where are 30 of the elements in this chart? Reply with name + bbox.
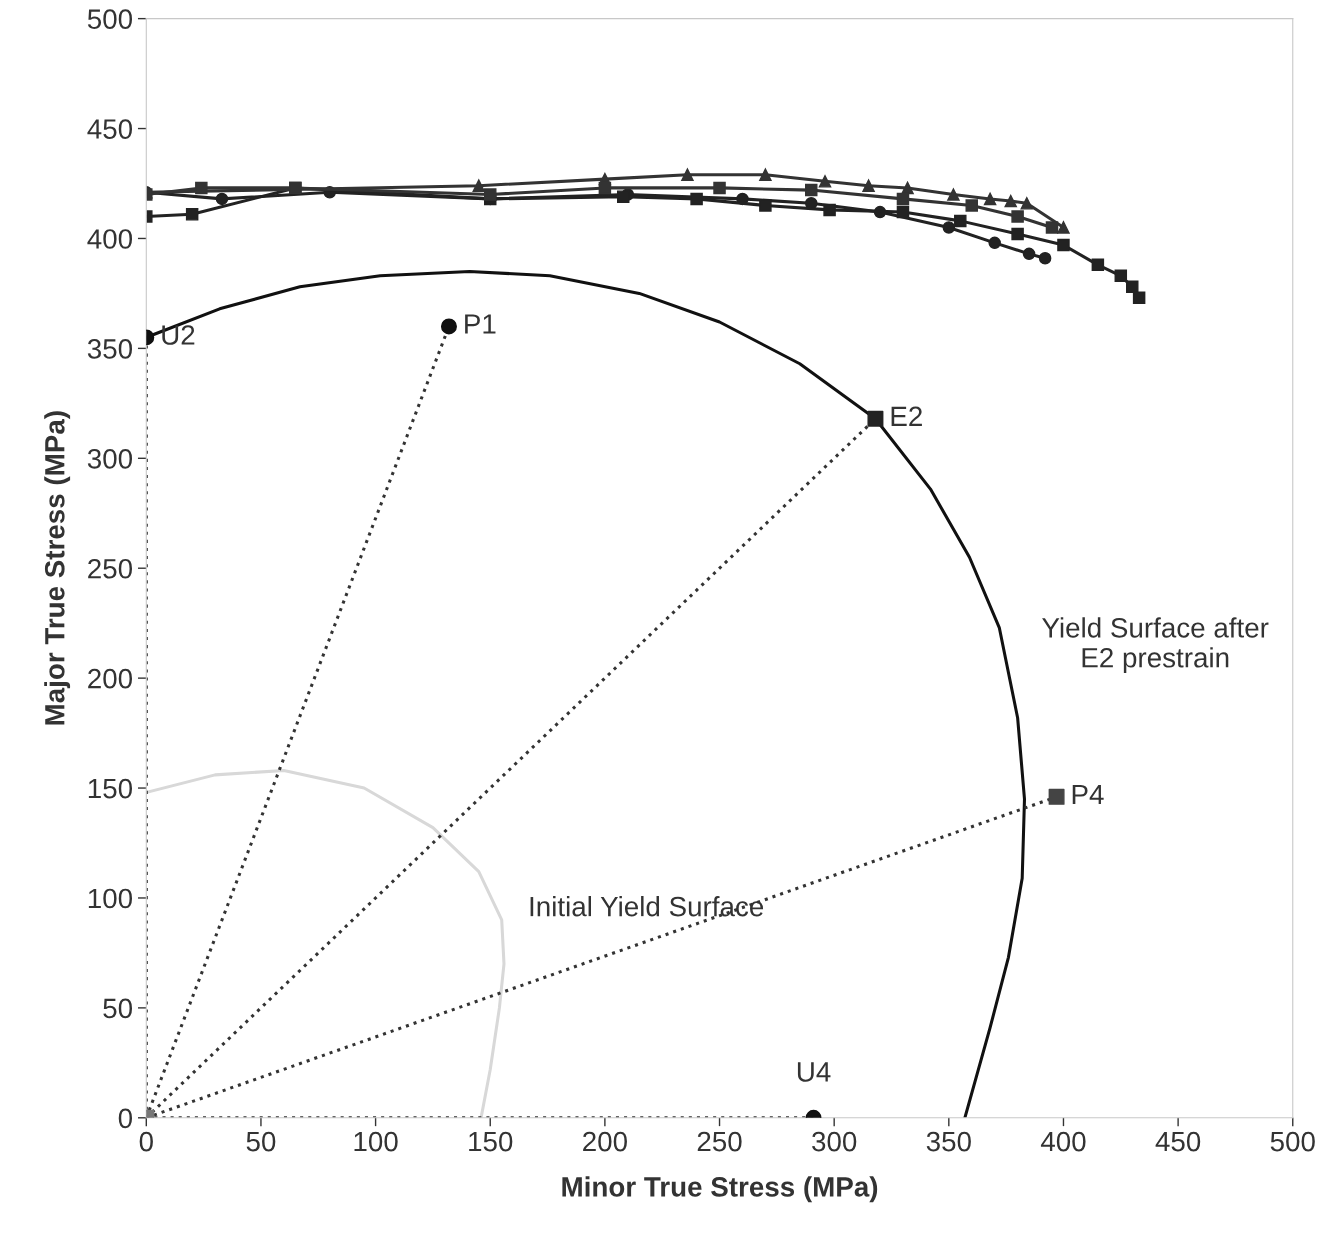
x-tick-label: 150 xyxy=(469,1131,513,1152)
annotation: U4 xyxy=(797,1062,831,1082)
x-tick-label: 0 xyxy=(139,1131,153,1152)
annotation: P4 xyxy=(1072,784,1104,805)
annotation: Yield Surface after E2 prestrain xyxy=(1042,617,1269,674)
x-tick-label: 500 xyxy=(1270,1131,1315,1152)
annotation: U2 xyxy=(162,325,195,345)
y-tick-label: 150 xyxy=(88,778,133,799)
y-tick-label: 300 xyxy=(87,448,133,469)
x-tick-label: 450 xyxy=(1155,1131,1201,1152)
y-tick-label: 400 xyxy=(87,229,133,249)
y-axis-title: Major True Stress (MPa) xyxy=(44,411,71,725)
y-tick-label: 100 xyxy=(88,888,133,909)
x-tick-label: 200 xyxy=(583,1131,627,1152)
x-tick-label: 350 xyxy=(926,1131,971,1152)
x-tick-label: 250 xyxy=(697,1131,742,1152)
x-tick-label: 400 xyxy=(1040,1131,1086,1152)
y-tick-label: 250 xyxy=(88,558,133,579)
y-tick-label: 350 xyxy=(87,339,133,359)
annotation: P1 xyxy=(465,314,496,334)
y-tick-label: 200 xyxy=(88,668,133,689)
x-tick-label: 100 xyxy=(354,1131,398,1152)
annotation: E2 xyxy=(891,406,922,426)
x-tick-label: 50 xyxy=(246,1131,276,1152)
y-tick-label: 500 xyxy=(87,9,133,29)
y-tick-label: 50 xyxy=(103,998,133,1019)
y-tick-label: 450 xyxy=(87,119,133,139)
y-tick-label: 0 xyxy=(118,1108,133,1129)
x-axis-title: Minor True Stress (MPa) xyxy=(562,1176,878,1203)
x-tick-label: 300 xyxy=(812,1131,857,1152)
